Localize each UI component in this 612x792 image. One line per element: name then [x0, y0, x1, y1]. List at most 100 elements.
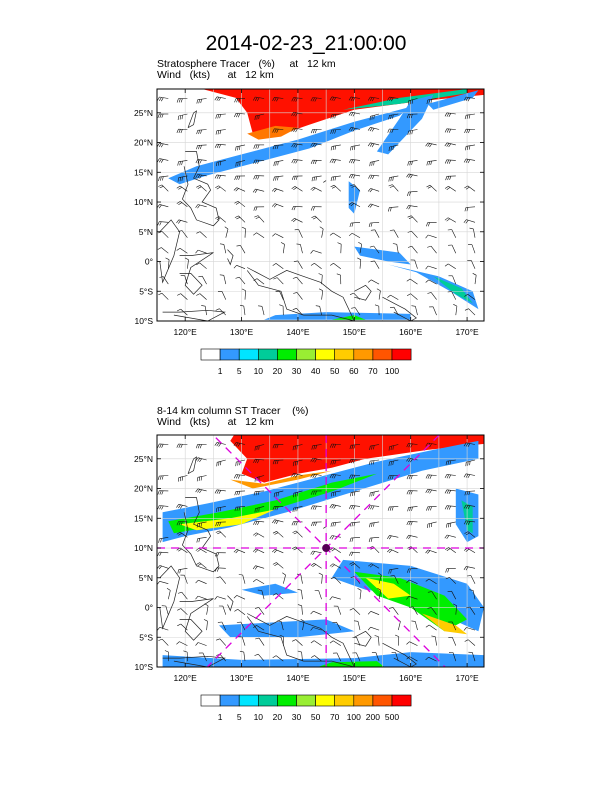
- wind-barb: [368, 537, 380, 543]
- wind-barb: [195, 174, 207, 179]
- wind-barb: [277, 620, 284, 631]
- wind-barb: [234, 609, 246, 615]
- wind-barb: [158, 537, 169, 543]
- coastline-8: [162, 309, 226, 321]
- colorbar-label: 70: [330, 712, 340, 722]
- lon-label: 160°E: [399, 327, 423, 337]
- wind-barb: [329, 474, 341, 479]
- wind-barb: [214, 489, 226, 494]
- wind-barb: [157, 565, 169, 570]
- wind-barb: [463, 520, 476, 525]
- wind-barb: [215, 113, 226, 119]
- wind-barb: [297, 650, 303, 662]
- wind-barb: [464, 294, 476, 300]
- wind-barb: [444, 112, 456, 117]
- wind-barb: [234, 175, 246, 181]
- wind-barb: [214, 143, 226, 149]
- wind-barb: [252, 188, 265, 193]
- wind-barb: [388, 175, 399, 182]
- wind-barb: [157, 96, 169, 102]
- wind-barb: [446, 521, 456, 528]
- tracer-yellow-band: [179, 509, 276, 531]
- lat-label: 20°N: [134, 484, 153, 494]
- wind-barb: [293, 292, 303, 300]
- wind-barb: [218, 605, 227, 615]
- wind-barb: [310, 627, 322, 631]
- wind-barb: [330, 184, 342, 192]
- wind-barb: [445, 577, 457, 584]
- wind-barb: [463, 442, 476, 448]
- map-panel-2: 25°N 20°N 15°N 10°N 5°N 0° 5°S 10°S 120°E 130°E 14…: [134, 434, 485, 683]
- wind-barb: [329, 640, 341, 646]
- colorbar-swatch: [200, 694, 221, 707]
- wind-barb: [330, 576, 342, 584]
- wind-barb: [176, 531, 188, 538]
- wind-barb: [369, 245, 380, 254]
- coastline-7: [382, 296, 417, 321]
- wind-barb: [444, 474, 456, 479]
- wind-barb: [469, 227, 476, 238]
- wind-barb: [463, 158, 476, 164]
- wind-barb: [217, 621, 227, 631]
- wind-barb: [272, 97, 284, 102]
- coastline-3: [179, 252, 214, 295]
- wind-barb: [236, 621, 246, 631]
- wind-barb: [426, 506, 437, 511]
- map-frame: [156, 434, 485, 668]
- wind-barb: [291, 97, 303, 102]
- wind-barb: [350, 490, 361, 497]
- wind-barb: [330, 113, 341, 119]
- wind-barb: [444, 534, 456, 539]
- wind-barb: [159, 276, 169, 285]
- wind-barb: [271, 549, 284, 554]
- wind-barb: [370, 260, 380, 269]
- wind-barb: [388, 184, 399, 192]
- wind-barb: [406, 641, 418, 646]
- wind-barb: [406, 579, 418, 584]
- wind-barb: [310, 263, 322, 269]
- wind-barb: [352, 652, 361, 662]
- coastline-9: [323, 180, 327, 183]
- colorbar-swatch: [296, 694, 316, 707]
- wind-barb: [406, 534, 418, 540]
- wind-barb: [310, 655, 322, 662]
- wind-barb: [348, 96, 361, 102]
- wind-barb: [183, 650, 188, 662]
- wind-barb: [272, 506, 284, 511]
- wind-barb: [254, 506, 265, 513]
- wind-barb: [368, 174, 380, 180]
- wind-barb: [310, 457, 322, 463]
- colorbar-label: 20: [273, 366, 283, 376]
- wind-barb: [374, 304, 380, 316]
- wind-barb: [445, 568, 456, 573]
- wind-barb: [329, 158, 341, 164]
- wind-barb: [311, 444, 322, 450]
- wind-barb: [241, 226, 246, 238]
- wind-barb: [349, 444, 361, 450]
- wind-barb: [464, 206, 476, 212]
- wind-barb: [177, 113, 188, 121]
- lat-label: 10°N: [134, 197, 153, 207]
- wind-barb: [368, 459, 380, 465]
- tracer-orange-edge: [230, 470, 332, 489]
- wind-barb: [448, 275, 457, 285]
- wind-barb: [318, 288, 323, 300]
- wind-barb: [329, 563, 341, 569]
- wind-barb: [371, 652, 380, 662]
- wind-barb: [273, 160, 284, 167]
- wind-barb: [467, 260, 476, 269]
- lon-label: 150°E: [343, 327, 367, 337]
- wind-barb: [176, 185, 188, 192]
- wind-barb: [357, 257, 362, 269]
- wind-barb: [253, 520, 265, 526]
- wind-barb: [292, 506, 303, 512]
- wind-barb: [235, 459, 246, 467]
- wind-barb: [349, 292, 361, 300]
- wind-barb: [275, 291, 284, 300]
- wind-barb: [464, 490, 476, 496]
- wind-barb: [215, 308, 227, 316]
- lon-label: 140°E: [286, 673, 310, 683]
- wind-barb: [406, 656, 418, 662]
- wind-barb: [332, 652, 342, 662]
- wind-barb: [257, 589, 265, 600]
